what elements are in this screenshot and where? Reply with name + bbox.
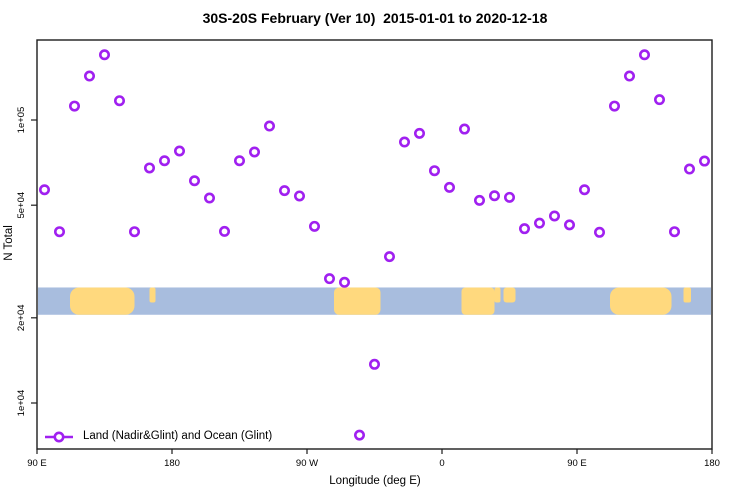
data-point (413, 127, 425, 139)
legend-marker-circle (53, 431, 65, 443)
y-tick-label: 5e+04 (16, 192, 27, 219)
data-point (503, 191, 515, 203)
data-point (293, 190, 305, 202)
data-point (174, 145, 186, 157)
data-point (234, 155, 246, 167)
y-tick-label: 1e+04 (16, 390, 27, 417)
map-land-africa-east-coast (494, 287, 501, 303)
x-tick-label: 180 (704, 458, 720, 469)
data-point (683, 163, 695, 175)
data-point (353, 429, 365, 441)
data-point (69, 100, 81, 112)
data-point (99, 49, 111, 61)
map-land-australia-repeat (610, 287, 672, 315)
data-point (593, 226, 605, 238)
data-point (563, 219, 575, 231)
data-point (114, 95, 126, 107)
data-point (608, 100, 620, 112)
y-tick-label: 1e+05 (16, 107, 27, 134)
data-point (53, 226, 65, 238)
data-point (338, 276, 350, 288)
data-point (383, 251, 395, 263)
map-land-fiji (683, 287, 691, 303)
map-land-madagascar (503, 287, 516, 303)
data-point (263, 120, 275, 132)
data-point (653, 94, 665, 106)
plot-border (36, 39, 713, 450)
map-land-new-caledonia (149, 287, 156, 303)
data-point (443, 181, 455, 193)
data-point (249, 146, 261, 158)
legend-label: Land (Nadir&Glint) and Ocean (Glint) (83, 430, 273, 442)
chart-title: 30S-20S February (Ver 10) 2015-01-01 to … (202, 10, 548, 26)
x-tick-label: 90 W (296, 458, 318, 469)
data-point (428, 165, 440, 177)
data-point (308, 220, 320, 232)
data-point (129, 226, 141, 238)
data-point (623, 70, 635, 82)
data-point (159, 155, 171, 167)
y-tick-label: 2e+04 (16, 304, 27, 331)
data-point (473, 194, 485, 206)
data-point (458, 123, 470, 135)
x-tick-label: 0 (439, 458, 444, 469)
data-point (144, 162, 156, 174)
data-point (578, 184, 590, 196)
data-point (638, 49, 650, 61)
data-point (189, 175, 201, 187)
data-point (548, 210, 560, 222)
x-tick-label: 90 E (27, 458, 47, 469)
map-land-australia (70, 287, 135, 315)
data-point (368, 358, 380, 370)
x-tick-label: 90 E (567, 458, 587, 469)
data-point (398, 136, 410, 148)
data-point (668, 226, 680, 238)
data-point (204, 192, 216, 204)
data-point (518, 223, 530, 235)
data-point (533, 217, 545, 229)
map-land-africa (461, 287, 495, 315)
data-point (278, 185, 290, 197)
data-point (698, 155, 710, 167)
data-point (323, 273, 335, 285)
x-tick-label: 180 (164, 458, 180, 469)
map-land-south-america (334, 287, 381, 315)
data-point (488, 190, 500, 202)
data-point (38, 184, 50, 196)
x-axis-title: Longitude (deg E) (329, 475, 421, 487)
data-point (219, 225, 231, 237)
data-point (84, 70, 96, 82)
